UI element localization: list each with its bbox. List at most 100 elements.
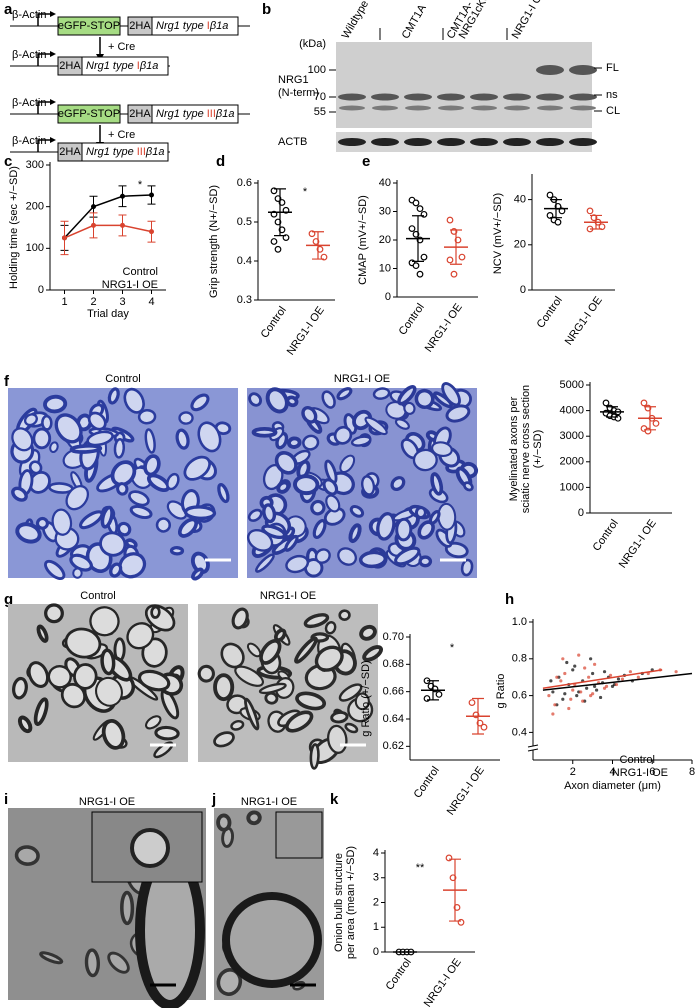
axon [116, 521, 132, 537]
band-cl [537, 105, 563, 111]
point [416, 270, 424, 278]
gene-box [81, 142, 169, 162]
x-tick-label: 4 [148, 296, 154, 308]
legend-entry: NRG1-I OE [102, 279, 158, 291]
x-axis-label: Trial day [87, 308, 129, 320]
x-tick-label: 3 [119, 296, 125, 308]
promoter-arrow [37, 53, 50, 66]
axon [247, 528, 274, 552]
band-ns [470, 93, 498, 101]
axon [325, 494, 341, 513]
axon [333, 425, 353, 445]
category-label: NRG1-I OE [423, 302, 465, 355]
axon [51, 508, 73, 536]
arrow-head [50, 11, 56, 17]
band-actb [404, 138, 432, 146]
y-axis-label: per area (mean +/−SD) [345, 846, 357, 959]
axon [87, 411, 107, 431]
axon [129, 504, 153, 520]
axon [244, 697, 260, 731]
y-tick-label: 300 [26, 159, 44, 171]
point [416, 205, 424, 213]
y-tick-label: 0.8 [512, 653, 527, 665]
band-label: CL [606, 105, 620, 117]
point [616, 677, 621, 681]
y-axis-label: Holding time (sec +/−SD) [8, 166, 20, 289]
axon [444, 541, 469, 559]
category-label: NRG1-I OE [285, 305, 327, 358]
point [565, 660, 569, 665]
y-tick-label: 20 [514, 239, 526, 251]
y-tick-label: 0.6 [237, 177, 252, 189]
axon [100, 505, 114, 529]
band-cl [405, 105, 431, 111]
axon [352, 409, 373, 431]
category-label: Control [397, 302, 427, 338]
legend-entry: Control [620, 754, 655, 766]
significance: ** [416, 862, 425, 874]
panel-label: g [4, 591, 13, 608]
band-cl [372, 105, 398, 111]
point [593, 684, 597, 689]
point [604, 684, 609, 689]
axon [213, 731, 235, 748]
band-cl [504, 105, 530, 111]
axon [246, 810, 262, 826]
axon [32, 427, 52, 450]
axon [191, 567, 205, 581]
axon [107, 951, 130, 974]
axon [330, 710, 349, 724]
target-label: NRG1 [278, 74, 309, 86]
axon [258, 682, 287, 695]
axon [113, 438, 126, 459]
point [120, 193, 125, 199]
axon [302, 434, 320, 451]
error-bar [644, 406, 656, 431]
axon [294, 636, 318, 664]
axon [73, 663, 98, 690]
axon [338, 683, 363, 702]
axon [39, 951, 64, 965]
y-axis-label: Myelinated axons per [508, 396, 520, 501]
panel-label: i [4, 791, 8, 808]
axon [36, 624, 49, 643]
axon [79, 510, 104, 530]
category-label: Control [412, 765, 442, 801]
point [585, 686, 589, 690]
point [412, 262, 420, 270]
axon [11, 486, 28, 502]
point [577, 653, 581, 657]
axon [116, 482, 129, 496]
point [412, 199, 420, 207]
axon [262, 503, 277, 524]
axon [43, 394, 68, 414]
axon [349, 505, 365, 518]
stop-label: eGFP-STOP [58, 108, 120, 120]
axon [285, 554, 310, 574]
point [274, 245, 282, 253]
point [420, 253, 428, 261]
axon [99, 531, 127, 557]
axon [120, 890, 135, 926]
axon [324, 621, 337, 635]
axon [414, 388, 435, 410]
x-tick-label: 6 [649, 766, 655, 778]
gene-suffix: β1a [139, 60, 159, 72]
point [586, 207, 594, 215]
significance: * [303, 186, 308, 198]
arrow-head [50, 137, 56, 143]
point [553, 703, 557, 707]
y-tick-label: 2 [373, 896, 379, 908]
band-ns [338, 93, 366, 101]
axon [216, 967, 243, 996]
gene-prefix: Nrg1 type [156, 108, 207, 120]
axon [109, 562, 123, 578]
tag-label: 2HA [59, 60, 81, 72]
gene-box [151, 104, 239, 124]
gene-box [151, 16, 239, 36]
point [446, 256, 454, 264]
axon [362, 645, 383, 662]
axon [437, 502, 457, 531]
axon [322, 478, 339, 496]
point [547, 694, 551, 698]
